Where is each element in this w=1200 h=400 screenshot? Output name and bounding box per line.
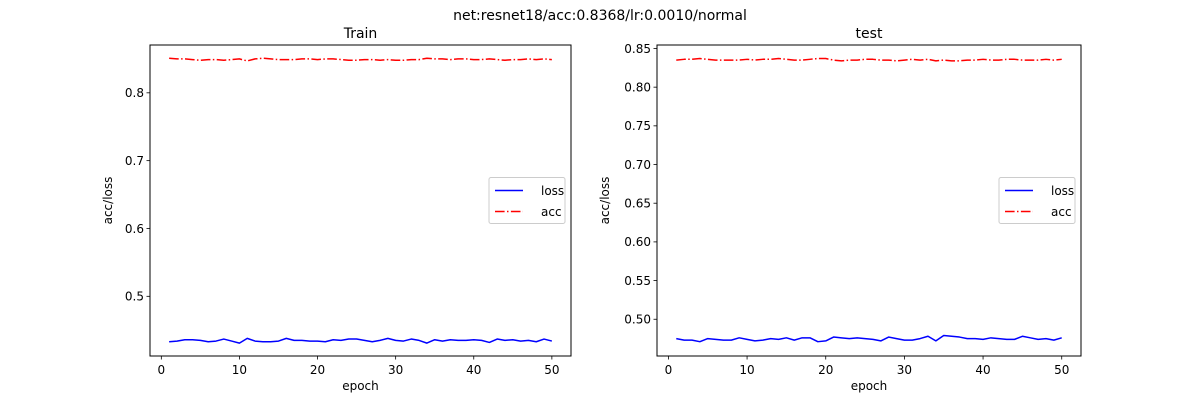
test-panel-title: test — [856, 26, 883, 42]
test-xtick-label: 30 — [897, 363, 912, 377]
train-panel-title: Train — [343, 26, 378, 42]
test-panel: test 0 10 20 30 40 50 0.50 0.55 0.60 0.65 0.70 0.75 0… — [598, 26, 1082, 393]
train-legend-label-loss: loss — [541, 184, 564, 198]
train-xtick-label: 40 — [466, 363, 481, 377]
train-loss-line — [169, 337, 553, 344]
train-acc-line — [169, 57, 552, 62]
train-x-axis-label: epoch — [342, 379, 379, 393]
test-ytick-label: 0.80 — [624, 80, 651, 94]
train-ytick-label: 0.6 — [125, 222, 144, 236]
test-xtick-label: 10 — [739, 363, 754, 377]
train-legend: loss acc — [488, 177, 566, 224]
test-xtick-label: 50 — [1054, 363, 1069, 377]
test-ytick-label: 0.70 — [624, 158, 651, 172]
test-plot-frame — [656, 44, 1082, 357]
test-legend-label-loss: loss — [1051, 184, 1074, 198]
train-ytick-label: 0.7 — [125, 154, 144, 168]
train-legend-label-acc: acc — [541, 205, 562, 219]
train-xtick-label: 10 — [232, 363, 247, 377]
train-xtick-label: 0 — [158, 363, 166, 377]
test-ytick-label: 0.50 — [624, 313, 651, 327]
test-ytick-label: 0.75 — [624, 119, 651, 133]
test-ytick-label: 0.55 — [624, 274, 651, 288]
test-xtick-label: 0 — [665, 363, 673, 377]
test-xtick-label: 40 — [975, 363, 990, 377]
test-legend: loss acc — [998, 177, 1076, 224]
test-loss-line — [676, 334, 1062, 343]
train-xtick-label: 30 — [388, 363, 403, 377]
train-xtick-label: 20 — [310, 363, 325, 377]
train-panel: Train 0 10 20 30 40 50 0.5 0.6 0.7 0.8 epoch acc/los… — [101, 26, 572, 393]
test-legend-label-acc: acc — [1051, 205, 1072, 219]
train-plot-frame — [149, 44, 572, 357]
test-ytick-label: 0.65 — [624, 197, 651, 211]
figure-title: net:resnet18/acc:0.8368/lr:0.0010/normal — [453, 8, 747, 24]
train-ytick-label: 0.8 — [125, 86, 144, 100]
train-xtick-label: 50 — [544, 363, 559, 377]
test-x-axis-label: epoch — [851, 379, 888, 393]
test-ytick-label: 0.85 — [624, 42, 651, 56]
test-y-axis-label: acc/loss — [598, 177, 612, 225]
test-acc-line — [676, 57, 1062, 62]
train-y-axis-label: acc/loss — [101, 177, 115, 225]
test-ytick-label: 0.60 — [624, 235, 651, 249]
train-ytick-label: 0.5 — [125, 290, 144, 304]
test-xtick-label: 20 — [818, 363, 833, 377]
